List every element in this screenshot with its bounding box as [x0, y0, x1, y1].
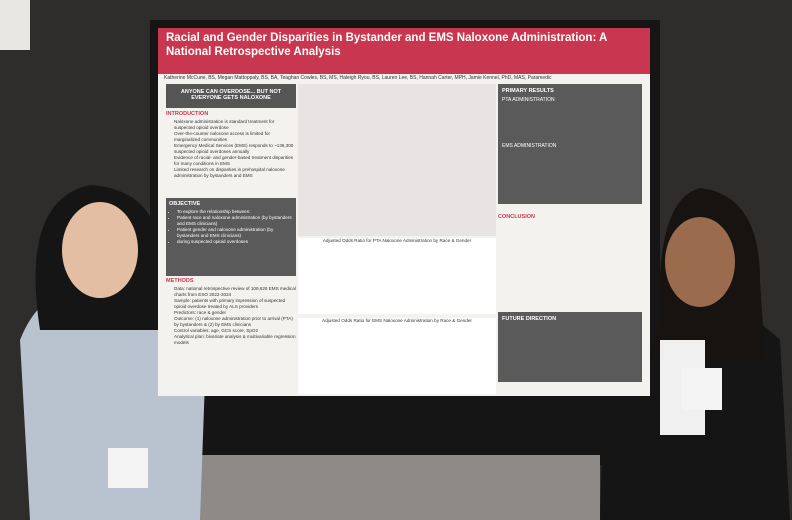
person-right-face	[665, 217, 735, 307]
badge-left	[108, 448, 148, 488]
section-item: Control variables: age, GCS score, SpO2	[174, 328, 296, 334]
chart-title: Adjusted Odds Ratio for EMS Naloxone Adm…	[322, 318, 472, 323]
poster-title: Racial and Gender Disparities in Bystand…	[158, 28, 650, 74]
chart-panel: Adjusted Odds Ratio for EMS Naloxone Adm…	[298, 318, 496, 394]
introduction: INTRODUCTION Naloxone administration is s…	[166, 111, 296, 189]
section-list: Data: national retrospective review of 1…	[166, 286, 296, 346]
badge-right	[682, 368, 722, 410]
section-item: Naloxone administration is standard trea…	[174, 119, 296, 131]
methods: METHODS Data: national retrospective revi…	[166, 278, 296, 368]
section-item: Predictors: race & gender	[174, 310, 296, 316]
section-item: Evidence of racial- and gender-based tre…	[174, 155, 296, 167]
future-direction: FUTURE DIRECTION	[498, 312, 642, 382]
section-item: Outcome: (1) naloxone administration pri…	[174, 316, 296, 328]
paper-note	[0, 0, 30, 50]
section-item: during suspected opioid overdoses	[177, 239, 293, 245]
results: PRIMARY RESULTS PTA ADMINISTRATION EMS A…	[498, 84, 642, 204]
results-heading: PRIMARY RESULTS	[502, 88, 554, 94]
banner: ANYONE CAN OVERDOSE... BUT NOT EVERYONE …	[166, 84, 296, 108]
section-item: Patient gender and naloxone administrati…	[177, 227, 293, 239]
section-item: Data: national retrospective review of 1…	[174, 286, 296, 298]
section-heading: OBJECTIVE	[169, 201, 201, 207]
floor	[180, 455, 600, 520]
section-item: Patient race and naloxone administration…	[177, 215, 293, 227]
results-subhead: PTA ADMINISTRATION	[502, 97, 555, 103]
table	[298, 84, 496, 236]
person-left-face	[62, 202, 138, 298]
chart-panel: Adjusted Odds Ratio for PTA Naloxone Adm…	[298, 238, 496, 314]
section-item: Sample: patients with primary impression…	[174, 298, 296, 310]
results-subhead: EMS ADMINISTRATION	[502, 143, 557, 149]
section-heading: INTRODUCTION	[166, 111, 209, 117]
conclusion: CONCLUSION	[498, 214, 535, 220]
section-list: To explore the relationship between:Pati…	[169, 209, 293, 245]
poster: Racial and Gender Disparities in Bystand…	[158, 28, 650, 396]
objective: OBJECTIVE To explore the relationship bet…	[166, 198, 296, 276]
section-list: Naloxone administration is standard trea…	[166, 119, 296, 179]
section-item: Limited research on disparities in preho…	[174, 167, 296, 179]
section-item: Over-the-counter naloxone access is limi…	[174, 131, 296, 143]
section-item: To explore the relationship between:	[177, 209, 293, 215]
authors: Katherine McCune, BS, Megan Mattoppaly, …	[164, 75, 552, 81]
section-item: Emergency Medical Services (EMS) respond…	[174, 143, 296, 155]
section-item: Analytical plan: bivariate analysis & mu…	[174, 334, 296, 346]
section-heading: METHODS	[166, 278, 194, 284]
chart-title: Adjusted Odds Ratio for PTA Naloxone Adm…	[322, 238, 472, 243]
future-heading: FUTURE DIRECTION	[502, 316, 557, 322]
